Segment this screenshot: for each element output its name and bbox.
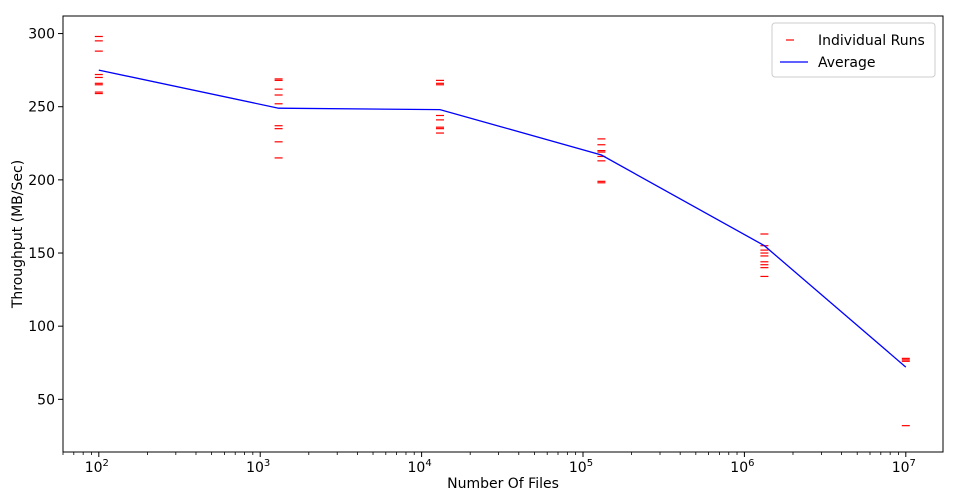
legend-runs-label: Individual Runs — [818, 33, 925, 49]
y-tick-label: 200 — [28, 173, 55, 189]
legend-box — [771, 22, 936, 78]
legend-average-label: Average — [818, 55, 876, 71]
y-axis: 50 100 150 200 250 300 — [28, 27, 63, 408]
x-axis-title: Number Of Files — [447, 476, 559, 492]
average-line — [98, 69, 907, 368]
x-tick-label: 105 — [569, 458, 593, 476]
x-tick-label: 103 — [246, 458, 270, 476]
y-tick-label: 300 — [28, 27, 55, 43]
x-tick-label: 104 — [408, 458, 432, 476]
x-tick-label: 102 — [85, 458, 109, 476]
x-axis: 102 103 104 105 106 107 — [62, 452, 916, 476]
legend: Individual Runs Average — [771, 22, 936, 78]
x-tick-label: 107 — [892, 458, 916, 476]
y-axis-title: Throughput (MB/Sec) — [10, 160, 26, 309]
y-tick-label: 100 — [28, 319, 55, 335]
plot-frame — [62, 15, 944, 453]
y-tick-label: 150 — [28, 246, 55, 262]
x-tick-label: 106 — [730, 458, 754, 476]
plot-area — [94, 35, 910, 427]
y-tick-label: 250 — [28, 100, 55, 116]
y-tick-label: 50 — [37, 392, 55, 408]
